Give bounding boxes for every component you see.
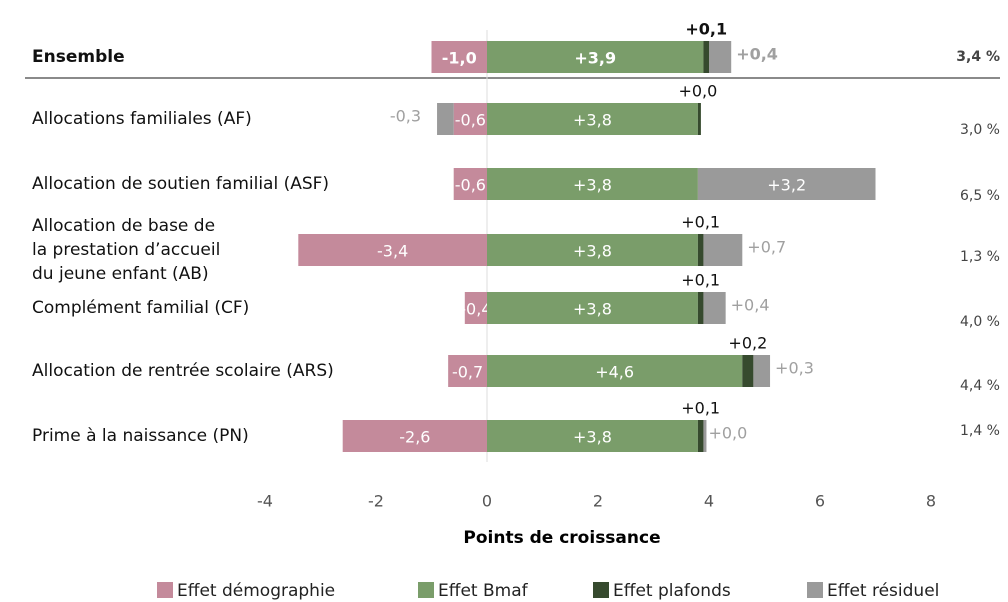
value-label: +0,1 [681, 271, 720, 290]
bar-segment [753, 355, 771, 387]
legend-label: Effet Bmaf [438, 581, 529, 601]
total-label: 6,5 % [960, 188, 1000, 204]
value-label: -0,4 [460, 300, 491, 319]
category-label: Complément familial (CF) [32, 298, 249, 318]
bar-segment [487, 355, 743, 387]
bar-segment [487, 41, 704, 73]
value-label: +3,8 [573, 111, 612, 130]
value-label: +0,4 [731, 296, 770, 315]
bar-segment [453, 103, 487, 135]
value-label: +4,6 [595, 363, 634, 382]
value-label: +0,0 [678, 82, 717, 101]
legend-swatch [418, 582, 434, 598]
value-label: +0,4 [736, 45, 778, 64]
category-label: Allocations familiales (AF) [32, 109, 252, 129]
value-label: +3,8 [573, 176, 612, 195]
bar-segment [487, 420, 698, 452]
value-label: +0,1 [681, 213, 720, 232]
legend-swatch [807, 582, 823, 598]
value-label: +3,8 [573, 242, 612, 261]
value-label: +0,2 [728, 334, 767, 353]
value-label: -0,6 [455, 111, 486, 130]
value-label: -3,4 [377, 242, 408, 261]
bar-segment [703, 420, 707, 452]
bar-segment [298, 234, 487, 266]
x-tick-label: 6 [815, 492, 825, 511]
x-tick-label: 8 [926, 492, 936, 511]
total-label: 4,0 % [960, 314, 1000, 330]
bar-segment [697, 234, 704, 266]
bar-segment [703, 234, 743, 266]
legend-label: Effet plafonds [613, 581, 731, 601]
value-label: +3,8 [573, 300, 612, 319]
bar-segment [453, 168, 487, 200]
bar-segment [431, 41, 487, 73]
value-label: -0,3 [390, 107, 421, 126]
value-label: +3,9 [574, 49, 616, 68]
bar-segment [342, 420, 487, 452]
legend-label: Effet résiduel [827, 581, 939, 601]
total-label: 3,0 % [960, 122, 1000, 138]
x-tick-label: 2 [593, 492, 603, 511]
value-label: +3,8 [573, 428, 612, 447]
bar-segment [448, 355, 487, 387]
bar-segment [697, 103, 701, 135]
bar-segment [697, 292, 704, 324]
category-label: Allocation de base de la prestation d’acc… [32, 216, 220, 284]
bar-segment [703, 41, 709, 73]
bar-segment [487, 103, 698, 135]
total-label: 1,3 % [960, 249, 1000, 265]
value-label: +0,3 [775, 359, 814, 378]
x-tick-label: 4 [704, 492, 714, 511]
category-label: Allocation de rentrée scolaire (ARS) [32, 361, 334, 381]
x-tick-label: -4 [257, 492, 273, 511]
bar-segment [464, 292, 487, 324]
value-label: +3,2 [767, 176, 806, 195]
value-label: +0,1 [685, 20, 727, 39]
category-label: Prime à la naissance (PN) [32, 426, 249, 446]
total-label: 4,4 % [960, 378, 1000, 394]
value-label: +0,0 [708, 424, 747, 443]
value-label: -1,0 [442, 49, 477, 68]
x-axis-title: Points de croissance [463, 528, 660, 548]
value-label: -0,6 [455, 176, 486, 195]
legend-swatch [593, 582, 609, 598]
bar-segment [487, 234, 698, 266]
total-label: 1,4 % [960, 423, 1000, 439]
category-label: Allocation de soutien familial (ASF) [32, 174, 329, 194]
value-label: +0,1 [681, 399, 720, 418]
bar-segment [487, 292, 698, 324]
bar-segment [709, 41, 732, 73]
legend-swatch [157, 582, 173, 598]
value-label: -2,6 [399, 428, 430, 447]
bar-segment [487, 168, 698, 200]
bar-segment [703, 292, 726, 324]
category-label: Ensemble [32, 47, 125, 67]
legend-label: Effet démographie [177, 581, 335, 601]
x-tick-label: 0 [482, 492, 492, 511]
total-label: 3,4 % [956, 49, 1000, 65]
bar-segment [742, 355, 754, 387]
bar-segment [697, 168, 876, 200]
bar-segment [697, 420, 704, 452]
value-label: -0,7 [452, 363, 483, 382]
x-tick-label: -2 [368, 492, 384, 511]
bar-segment [437, 103, 454, 135]
value-label: +0,7 [747, 238, 786, 257]
